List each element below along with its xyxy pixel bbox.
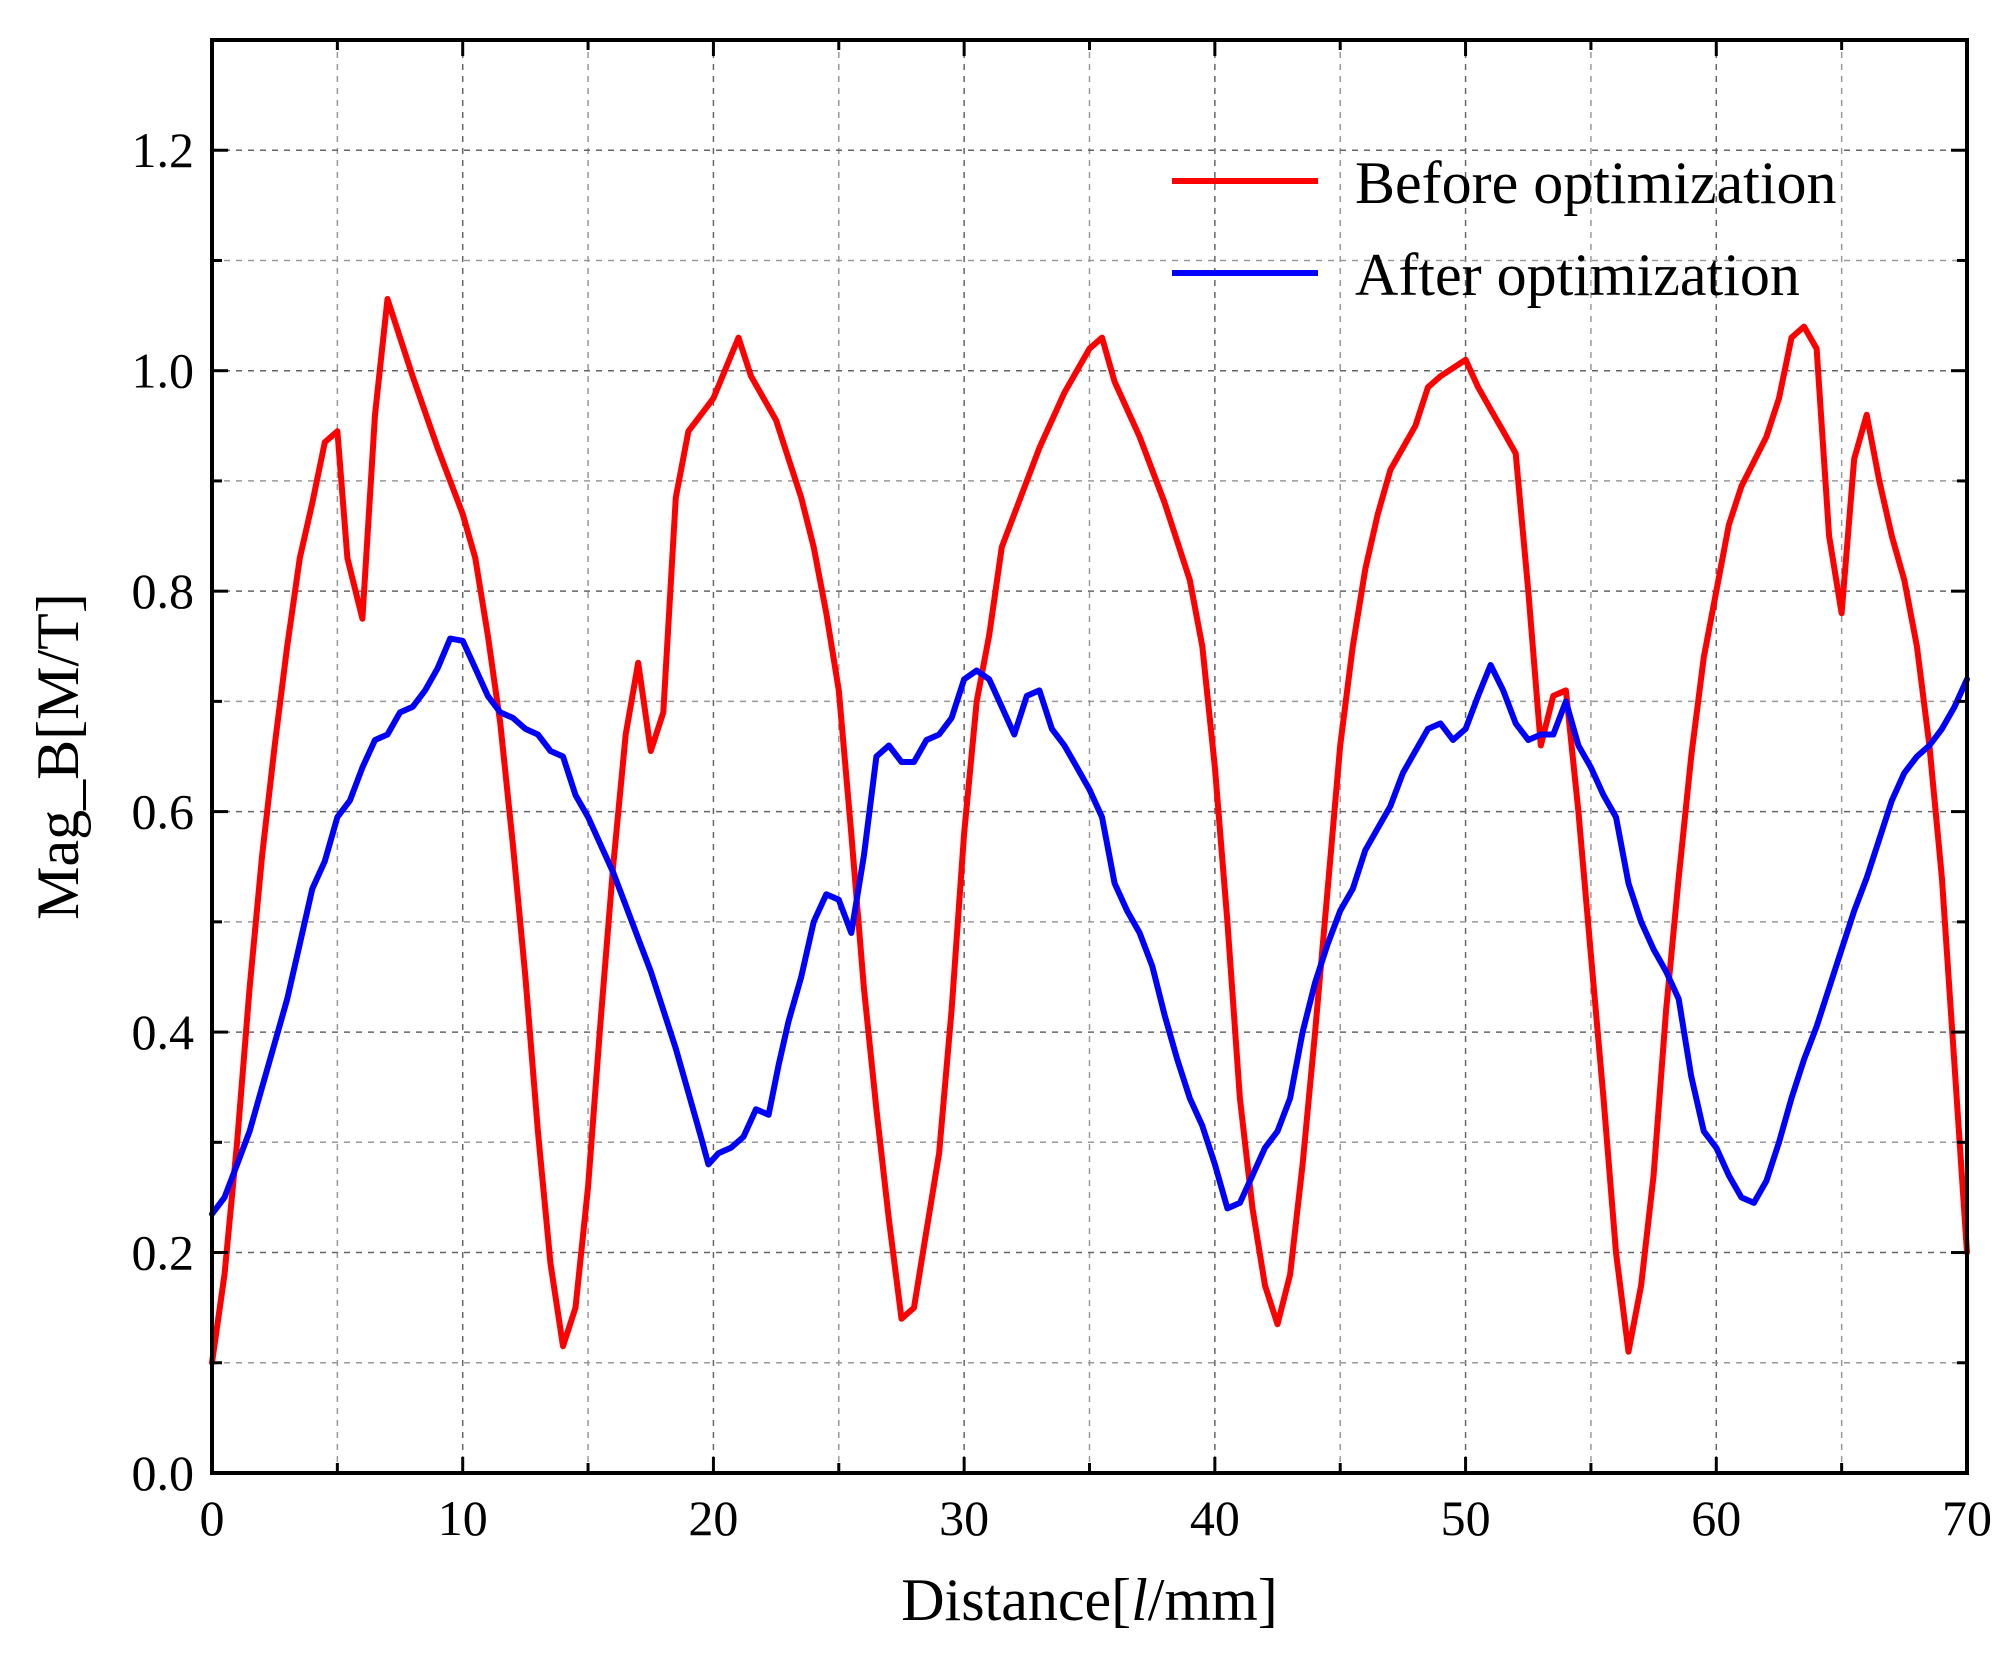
y-tick-labels: 0.0 0.2 0.4 0.6 0.8 1.0 1.2 bbox=[132, 122, 195, 1501]
x-axis-title-italic: l bbox=[1131, 1567, 1148, 1633]
y-tick-label: 0.6 bbox=[132, 784, 195, 840]
x-tick-label: 60 bbox=[1691, 1490, 1741, 1546]
legend: Before optimization After optimization bbox=[1172, 150, 1837, 308]
x-tick-label: 10 bbox=[438, 1490, 488, 1546]
x-axis-title: Distance[l/mm] bbox=[901, 1567, 1278, 1633]
legend-label: After optimization bbox=[1355, 242, 1800, 308]
legend-label: Before optimization bbox=[1355, 150, 1837, 216]
x-axis-title-prefix: Distance[ bbox=[901, 1567, 1131, 1633]
y-tick-label: 0.8 bbox=[132, 563, 195, 619]
axis-ticks bbox=[210, 38, 1969, 1475]
x-tick-label: 50 bbox=[1441, 1490, 1491, 1546]
grid bbox=[212, 40, 1967, 1473]
x-tick-label: 40 bbox=[1190, 1490, 1240, 1546]
x-tick-label: 0 bbox=[200, 1490, 225, 1546]
y-tick-label: 0.0 bbox=[132, 1445, 195, 1501]
x-axis-title-suffix: /mm] bbox=[1148, 1567, 1278, 1633]
x-tick-label: 70 bbox=[1942, 1490, 1992, 1546]
y-tick-label: 0.2 bbox=[132, 1225, 195, 1281]
series-line-before-optimization bbox=[209, 296, 1970, 1366]
x-tick-label: 20 bbox=[688, 1490, 738, 1546]
y-tick-label: 1.2 bbox=[132, 122, 195, 178]
series-line-after-optimization bbox=[209, 635, 1970, 1217]
x-tick-labels: 0 10 20 30 40 50 60 70 bbox=[200, 1490, 1993, 1546]
y-tick-label: 1.0 bbox=[132, 343, 195, 399]
x-tick-label: 30 bbox=[939, 1490, 989, 1546]
series-lines bbox=[209, 296, 1970, 1366]
y-tick-label: 0.4 bbox=[132, 1004, 195, 1060]
y-axis-title: Mag_B[M/T] bbox=[25, 593, 91, 920]
